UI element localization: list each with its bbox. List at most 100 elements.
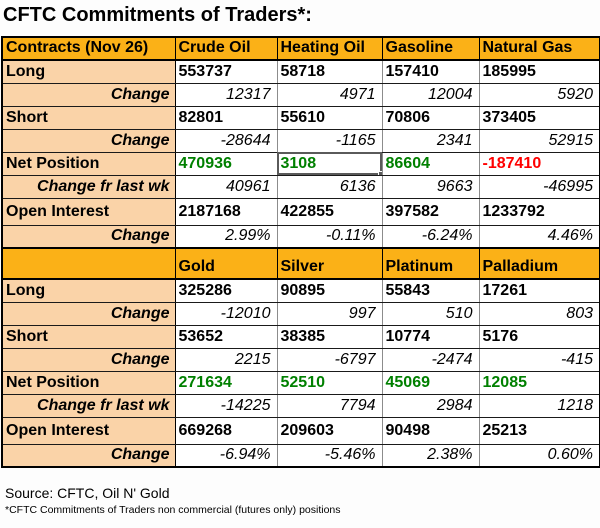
row-label-cell[interactable]: Open Interest bbox=[1, 416, 176, 445]
data-cell[interactable]: 86604 bbox=[381, 151, 480, 176]
data-cell[interactable]: 90895 bbox=[276, 278, 383, 303]
data-cell[interactable]: -46995 bbox=[478, 174, 600, 199]
data-cell[interactable]: -6.94% bbox=[174, 443, 278, 468]
data-cell[interactable]: 325286 bbox=[174, 278, 278, 303]
commodity-header-cell[interactable]: Crude Oil bbox=[174, 36, 278, 61]
source-text: Source: CFTC, Oil N' Gold bbox=[5, 485, 170, 501]
data-cell[interactable]: 7794 bbox=[276, 393, 383, 418]
data-cell[interactable]: 669268 bbox=[174, 416, 278, 445]
data-cell[interactable]: 997 bbox=[276, 301, 383, 326]
data-cell[interactable]: 52510 bbox=[276, 370, 383, 395]
data-cell[interactable]: 45069 bbox=[381, 370, 480, 395]
data-cell[interactable]: 9663 bbox=[381, 174, 480, 199]
row-label-cell[interactable]: Long bbox=[1, 59, 176, 84]
data-cell[interactable]: 2.99% bbox=[174, 224, 278, 249]
data-cell[interactable]: 2984 bbox=[381, 393, 480, 418]
table-row: Open Interest 669268 209603 90498 25213 bbox=[1, 416, 600, 445]
commodity-header-cell[interactable]: Natural Gas bbox=[478, 36, 600, 61]
data-cell[interactable]: 17261 bbox=[478, 278, 600, 303]
data-cell[interactable]: 6136 bbox=[276, 174, 383, 199]
data-cell[interactable]: -6.24% bbox=[381, 224, 480, 249]
commodity-header-cell[interactable]: Silver bbox=[276, 247, 383, 280]
commodity-header-cell[interactable]: Heating Oil bbox=[276, 36, 383, 61]
data-cell[interactable]: -28644 bbox=[174, 128, 278, 153]
cot-table: Contracts (Nov 26) Crude Oil Heating Oil Ga… bbox=[1, 36, 600, 468]
table-row: Change fr last wk -14225 7794 2984 1218 bbox=[1, 393, 600, 418]
row-label-cell[interactable]: Long bbox=[1, 278, 176, 303]
data-cell[interactable]: 1233792 bbox=[478, 197, 600, 226]
row-label-cell[interactable]: Short bbox=[1, 105, 176, 130]
data-cell[interactable]: -12010 bbox=[174, 301, 278, 326]
footnote-text: *CFTC Commitments of Traders non commerc… bbox=[5, 504, 341, 516]
row-label-cell[interactable]: Change bbox=[1, 301, 176, 326]
data-cell[interactable]: 52915 bbox=[478, 128, 600, 153]
data-cell[interactable]: 25213 bbox=[478, 416, 600, 445]
table-row: Net Position 470936 3108 86604 -187410 bbox=[1, 151, 600, 176]
table-row: Short 53652 38385 10774 5176 bbox=[1, 324, 600, 349]
data-cell[interactable]: 90498 bbox=[381, 416, 480, 445]
table-row: Long 325286 90895 55843 17261 bbox=[1, 278, 600, 303]
data-cell[interactable]: 185995 bbox=[478, 59, 600, 84]
table-row: Net Position 271634 52510 45069 12085 bbox=[1, 370, 600, 395]
data-cell[interactable]: 1218 bbox=[478, 393, 600, 418]
data-cell[interactable]: 53652 bbox=[174, 324, 278, 349]
data-cell[interactable]: 2215 bbox=[174, 347, 278, 372]
data-cell[interactable]: 2.38% bbox=[381, 443, 480, 468]
data-cell[interactable]: 157410 bbox=[381, 59, 480, 84]
data-cell[interactable]: -5.46% bbox=[276, 443, 383, 468]
data-cell[interactable]: 38385 bbox=[276, 324, 383, 349]
data-cell[interactable]: 422855 bbox=[276, 197, 383, 226]
data-cell[interactable]: 2341 bbox=[381, 128, 480, 153]
row-label-cell[interactable]: Short bbox=[1, 324, 176, 349]
row-label-cell[interactable]: Net Position bbox=[1, 151, 176, 176]
data-cell[interactable]: 4.46% bbox=[478, 224, 600, 249]
commodity-header-cell[interactable]: Gold bbox=[174, 247, 278, 280]
data-cell[interactable]: 0.60% bbox=[478, 443, 600, 468]
row-label-cell[interactable]: Open Interest bbox=[1, 197, 176, 226]
data-cell[interactable]: 82801 bbox=[174, 105, 278, 130]
row-label-cell[interactable]: Change bbox=[1, 443, 176, 468]
row-label-cell[interactable]: Change fr last wk bbox=[1, 174, 176, 199]
data-cell[interactable]: -14225 bbox=[174, 393, 278, 418]
data-cell[interactable]: 5176 bbox=[478, 324, 600, 349]
commodity-header-cell[interactable]: Gasoline bbox=[381, 36, 480, 61]
commodity-header-cell[interactable]: Platinum bbox=[381, 247, 480, 280]
data-cell[interactable]: 803 bbox=[478, 301, 600, 326]
data-cell[interactable]: 70806 bbox=[381, 105, 480, 130]
data-cell[interactable]: 4971 bbox=[276, 82, 383, 107]
contracts-header-cell[interactable]: Contracts (Nov 26) bbox=[1, 36, 176, 61]
data-cell[interactable]: 12085 bbox=[478, 370, 600, 395]
data-cell[interactable]: 397582 bbox=[381, 197, 480, 226]
data-cell[interactable]: 2187168 bbox=[174, 197, 278, 226]
data-cell[interactable]: 271634 bbox=[174, 370, 278, 395]
data-cell[interactable]: 553737 bbox=[174, 59, 278, 84]
data-cell[interactable]: 55843 bbox=[381, 278, 480, 303]
data-cell[interactable]: 58718 bbox=[276, 59, 383, 84]
row-label-cell[interactable]: Change bbox=[1, 224, 176, 249]
commodity-header-cell[interactable]: Palladium bbox=[478, 247, 600, 280]
data-cell[interactable]: -415 bbox=[478, 347, 600, 372]
data-cell[interactable]: -1165 bbox=[276, 128, 383, 153]
data-cell[interactable]: -187410 bbox=[478, 151, 600, 176]
data-cell[interactable]: 5920 bbox=[478, 82, 600, 107]
row-label-cell[interactable]: Net Position bbox=[1, 370, 176, 395]
table-row: Change 2.99% -0.11% -6.24% 4.46% bbox=[1, 224, 600, 249]
data-cell[interactable]: -0.11% bbox=[276, 224, 383, 249]
data-cell[interactable]: 510 bbox=[381, 301, 480, 326]
row-label-cell[interactable]: Change bbox=[1, 347, 176, 372]
data-cell[interactable]: 10774 bbox=[381, 324, 480, 349]
data-cell[interactable]: 12317 bbox=[174, 82, 278, 107]
row-label-cell[interactable]: Change bbox=[1, 82, 176, 107]
data-cell[interactable]: 373405 bbox=[478, 105, 600, 130]
data-cell[interactable]: 55610 bbox=[276, 105, 383, 130]
data-cell[interactable]: 12004 bbox=[381, 82, 480, 107]
selected-cell[interactable]: 3108 bbox=[276, 151, 383, 176]
data-cell[interactable]: -2474 bbox=[381, 347, 480, 372]
data-cell[interactable]: -6797 bbox=[276, 347, 383, 372]
contracts-header-cell[interactable] bbox=[1, 247, 176, 280]
data-cell[interactable]: 40961 bbox=[174, 174, 278, 199]
data-cell[interactable]: 209603 bbox=[276, 416, 383, 445]
row-label-cell[interactable]: Change fr last wk bbox=[1, 393, 176, 418]
data-cell[interactable]: 470936 bbox=[174, 151, 278, 176]
row-label-cell[interactable]: Change bbox=[1, 128, 176, 153]
